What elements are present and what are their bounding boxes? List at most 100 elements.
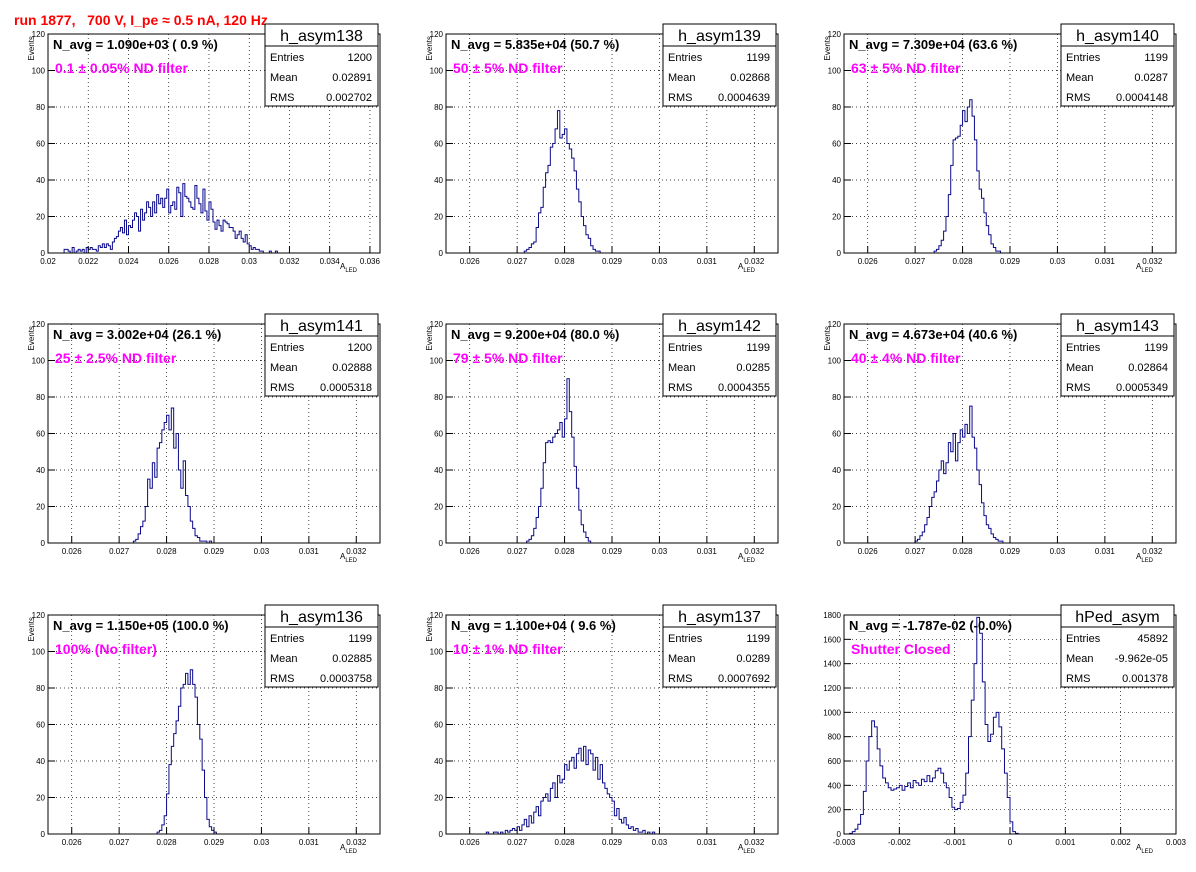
stats-label-entries: Entries (1066, 52, 1101, 64)
x-tick-label: 0.03 (652, 547, 668, 556)
filter-label: 25 ± 2.5% ND filter (55, 350, 177, 366)
navg-label: N_avg = -1.787e-02 (-0.0%) (849, 618, 1012, 633)
x-axis-label-main: A (1136, 843, 1142, 852)
y-tick-label: 20 (36, 503, 45, 512)
y-tick-label: 120 (430, 611, 444, 620)
stats-label-mean: Mean (1066, 653, 1094, 665)
stats-label-rms: RMS (1066, 92, 1090, 104)
x-axis-label-main: A (738, 262, 744, 271)
histogram-name: hPed_asym (1075, 609, 1160, 626)
navg-label: N_avg = 5.835e+04 (50.7 %) (451, 37, 619, 52)
y-tick-label: 120 (828, 320, 842, 329)
stats-label-mean: Mean (270, 362, 298, 374)
stats-label-mean: Mean (270, 72, 298, 84)
y-tick-label: 60 (832, 430, 841, 439)
y-tick-label: 40 (36, 466, 45, 475)
y-tick-label: 0 (439, 539, 444, 548)
stats-value-rms: 0.0004355 (718, 382, 770, 394)
y-tick-label: 40 (36, 176, 45, 185)
x-tick-label: 0.026 (159, 257, 180, 266)
x-tick-label: 0.032 (279, 257, 300, 266)
stats-value-mean: 0.02885 (332, 653, 372, 665)
y-axis-label: Events (425, 36, 434, 60)
x-tick-label: 0.029 (602, 257, 623, 266)
x-tick-label: 0.003 (1166, 838, 1187, 847)
y-tick-label: 60 (36, 721, 45, 730)
y-tick-label: 20 (434, 213, 443, 222)
y-tick-label: 80 (36, 393, 45, 402)
histogram-pad-h_asym140: 0.026 0.027 0.028 0.029 0.03 0.031 0.032 0 20 40 6… (823, 23, 1177, 274)
stats-label-mean: Mean (1066, 72, 1094, 84)
x-tick-label: 0.029 (1000, 257, 1021, 266)
x-tick-label: 0 (1008, 838, 1013, 847)
y-axis-label: Events (823, 326, 832, 350)
x-tick-label: 0.027 (905, 547, 926, 556)
histogram-series (132, 407, 213, 544)
y-tick-label: 0 (41, 830, 46, 839)
x-axis-label: ALED (1136, 262, 1154, 274)
stats-label-entries: Entries (1066, 633, 1101, 645)
stats-box (662, 23, 777, 107)
navg-label: N_avg = 1.150e+05 (100.0 %) (53, 618, 229, 633)
stats-label-entries: Entries (270, 633, 305, 645)
stats-value-mean: 0.02891 (332, 72, 372, 84)
stats-label-mean: Mean (668, 653, 696, 665)
x-axis-label-main: A (1136, 552, 1142, 561)
x-tick-label: 0.03 (254, 838, 270, 847)
y-tick-label: 20 (36, 794, 45, 803)
y-tick-label: 80 (36, 103, 45, 112)
histogram-series (914, 405, 1004, 543)
filter-label: 63 ± 5% ND filter (851, 60, 961, 76)
y-tick-label: 100 (430, 67, 444, 76)
x-axis-label-subscript: LED (345, 849, 357, 855)
x-tick-label: 0.026 (62, 838, 83, 847)
x-tick-label: 0.027 (109, 838, 130, 847)
stats-value-entries: 1199 (746, 342, 770, 354)
stats-value-rms: 0.0005318 (320, 382, 372, 394)
y-tick-label: 120 (32, 611, 46, 620)
stats-value-entries: 1200 (348, 342, 372, 354)
y-tick-label: 100 (828, 357, 842, 366)
x-axis-label-subscript: LED (1141, 268, 1153, 274)
stats-label-rms: RMS (668, 673, 692, 685)
stats-value-mean: 0.02868 (730, 72, 770, 84)
filter-label: Shutter Closed (851, 641, 951, 657)
x-tick-label: -0.001 (943, 838, 966, 847)
histogram-pad-h_asym141: 0.026 0.027 0.028 0.029 0.03 0.031 0.032 0 20 40 6… (27, 313, 381, 564)
x-axis-label: ALED (1136, 843, 1154, 855)
x-tick-label: 0.028 (157, 547, 178, 556)
y-tick-label: 100 (32, 67, 46, 76)
y-tick-label: 0 (837, 830, 842, 839)
stats-value-rms: 0.0005349 (1116, 382, 1168, 394)
histogram-name: h_asym140 (1076, 28, 1159, 45)
navg-label: N_avg = 7.309e+04 (63.6 %) (849, 37, 1017, 52)
y-axis-label: Events (27, 617, 36, 641)
y-tick-label: 20 (832, 213, 841, 222)
y-axis-label: Events (823, 36, 832, 60)
y-tick-label: 80 (36, 684, 45, 693)
x-axis-label-subscript: LED (345, 268, 357, 274)
stats-box (264, 313, 379, 397)
x-tick-label: 0.028 (555, 838, 576, 847)
histogram-name: h_asym143 (1076, 318, 1159, 335)
stats-label-rms: RMS (270, 382, 294, 394)
y-tick-label: 120 (828, 30, 842, 39)
stats-label-entries: Entries (668, 52, 703, 64)
histogram-series (526, 378, 592, 543)
stats-label-entries: Entries (1066, 342, 1101, 354)
y-tick-label: 60 (36, 430, 45, 439)
stats-value-rms: 0.001378 (1122, 673, 1168, 685)
histogram-series (933, 99, 1002, 253)
stats-label-mean: Mean (668, 362, 696, 374)
navg-label: N_avg = 3.002e+04 (26.1 %) (53, 327, 221, 342)
y-tick-label: 60 (434, 721, 443, 730)
x-tick-label: 0.022 (78, 257, 99, 266)
y-tick-label: 20 (36, 213, 45, 222)
navg-label: N_avg = 1.100e+04 ( 9.6 %) (451, 618, 616, 633)
x-tick-label: 0.031 (697, 257, 718, 266)
x-tick-label: 0.031 (299, 547, 320, 556)
navg-label: N_avg = 1.090e+03 ( 0.9 %) (53, 37, 218, 52)
x-tick-label: 0.032 (346, 547, 367, 556)
y-axis-label: Events (27, 326, 36, 350)
histogram-pad-h_asym143: 0.026 0.027 0.028 0.029 0.03 0.031 0.032 0 20 40 6… (823, 313, 1177, 564)
